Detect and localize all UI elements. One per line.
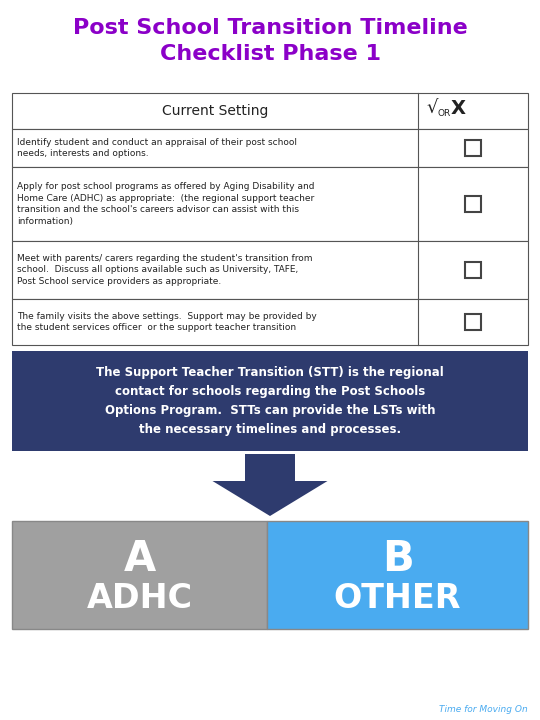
Bar xyxy=(12,521,267,629)
Text: Meet with parents/ carers regarding the student's transition from
school.  Discu: Meet with parents/ carers regarding the … xyxy=(17,253,313,287)
Bar xyxy=(465,262,481,278)
Bar xyxy=(12,93,528,129)
Text: The Support Teacher Transition (STT) is the regional
contact for schools regardi: The Support Teacher Transition (STT) is … xyxy=(96,366,444,436)
Text: X: X xyxy=(451,99,466,119)
Text: ADHC: ADHC xyxy=(86,582,193,616)
Text: Time for Moving On: Time for Moving On xyxy=(439,705,528,714)
Bar xyxy=(12,167,528,241)
Text: The family visits the above settings.  Support may be provided by
the student se: The family visits the above settings. Su… xyxy=(17,312,317,333)
Text: Identify student and conduct an appraisal of their post school
needs, interests : Identify student and conduct an appraisa… xyxy=(17,138,297,158)
Text: OTHER: OTHER xyxy=(334,582,461,616)
Text: Post School Transition Timeline: Post School Transition Timeline xyxy=(72,18,468,38)
Text: Checklist Phase 1: Checklist Phase 1 xyxy=(159,44,381,64)
Text: √: √ xyxy=(426,99,437,117)
Bar xyxy=(12,351,528,451)
Text: Current Setting: Current Setting xyxy=(162,104,268,118)
Bar xyxy=(267,521,528,629)
Bar xyxy=(465,196,481,212)
Bar xyxy=(465,314,481,330)
Text: B: B xyxy=(382,538,414,580)
Bar xyxy=(12,129,528,167)
Polygon shape xyxy=(213,454,327,516)
Bar xyxy=(465,140,481,156)
Bar xyxy=(12,299,528,345)
Bar xyxy=(12,241,528,299)
Text: OR: OR xyxy=(438,109,451,119)
Text: Apply for post school programs as offered by Aging Disability and
Home Care (ADH: Apply for post school programs as offere… xyxy=(17,181,314,226)
Text: A: A xyxy=(123,538,156,580)
